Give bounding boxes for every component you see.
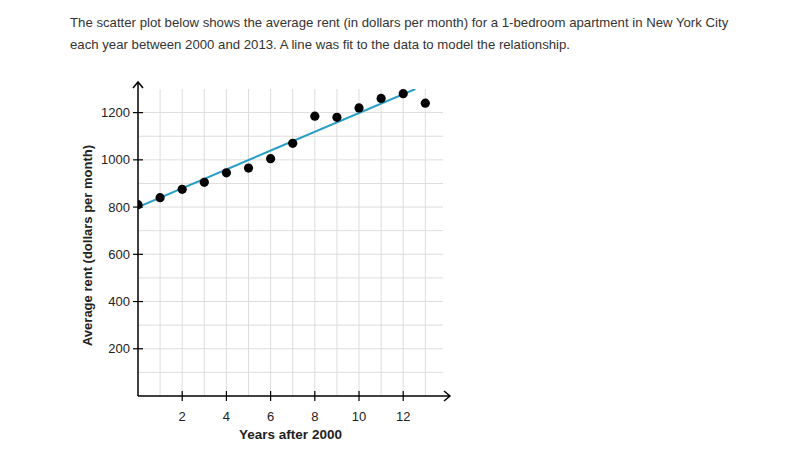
grid-line bbox=[138, 207, 443, 208]
y-tick-label: 200 bbox=[108, 341, 130, 356]
x-tick-label: 8 bbox=[311, 409, 318, 424]
data-point bbox=[377, 94, 386, 103]
grid-line bbox=[270, 89, 271, 396]
minor-grid bbox=[292, 89, 293, 396]
y-tick-label: 1200 bbox=[101, 105, 130, 120]
data-point bbox=[310, 112, 319, 121]
data-point bbox=[156, 193, 165, 202]
minor-grid bbox=[138, 183, 443, 184]
y-tick bbox=[133, 112, 143, 113]
y-axis-label: Average rent (dollars per month) bbox=[80, 145, 95, 346]
y-tick bbox=[133, 254, 143, 255]
x-tick bbox=[226, 391, 227, 401]
y-axis-arrow bbox=[133, 82, 143, 88]
grid-line bbox=[182, 89, 183, 396]
y-tick-label: 600 bbox=[108, 247, 130, 262]
plot-area bbox=[138, 89, 430, 209]
x-tick-label: 10 bbox=[352, 409, 366, 424]
data-point bbox=[399, 89, 408, 98]
minor-grid bbox=[138, 136, 443, 137]
grid-line bbox=[359, 89, 360, 396]
y-tick-label: 1000 bbox=[101, 152, 130, 167]
grid-line bbox=[314, 89, 315, 396]
x-axis-label: Years after 2000 bbox=[239, 427, 342, 442]
data-point bbox=[421, 99, 430, 108]
data-point bbox=[266, 154, 275, 163]
grid-line bbox=[138, 301, 443, 302]
minor-grid bbox=[138, 277, 443, 278]
y-tick bbox=[133, 301, 143, 302]
x-tick bbox=[270, 391, 271, 401]
y-tick bbox=[133, 159, 143, 160]
grid-line bbox=[403, 89, 404, 396]
data-point bbox=[138, 200, 143, 209]
minor-grid bbox=[160, 89, 161, 396]
y-tick-label: 800 bbox=[108, 200, 130, 215]
minor-grid bbox=[425, 89, 426, 396]
data-point bbox=[244, 164, 253, 173]
x-tick-label: 6 bbox=[267, 409, 274, 424]
y-tick bbox=[133, 348, 143, 349]
grid-line bbox=[138, 348, 443, 349]
x-tick bbox=[358, 391, 359, 401]
grid-line bbox=[138, 159, 443, 160]
x-tick bbox=[314, 391, 315, 401]
minor-grid bbox=[248, 89, 249, 396]
x-axis bbox=[138, 395, 449, 397]
x-tick bbox=[403, 391, 404, 401]
data-point bbox=[222, 168, 231, 177]
minor-grid bbox=[381, 89, 382, 396]
fit-line bbox=[138, 89, 415, 207]
x-axis-arrow bbox=[444, 391, 450, 401]
data-point bbox=[178, 185, 187, 194]
x-tick-label: 2 bbox=[179, 409, 186, 424]
grid-line bbox=[226, 89, 227, 396]
minor-grid bbox=[336, 89, 337, 396]
minor-grid bbox=[138, 230, 443, 231]
minor-grid bbox=[138, 325, 443, 326]
caption: The scatter plot below shows the average… bbox=[70, 12, 742, 56]
grid-line bbox=[138, 112, 443, 113]
grid-line bbox=[138, 254, 443, 255]
grid bbox=[138, 89, 443, 396]
data-point bbox=[288, 139, 297, 148]
x-tick bbox=[182, 391, 183, 401]
chart: 200 400 600 800 1000 1200 2 4 6 8 10 12 Years after … bbox=[0, 0, 800, 469]
data-point bbox=[354, 103, 363, 112]
minor-grid bbox=[138, 372, 443, 373]
minor-grid bbox=[204, 89, 205, 396]
data-point bbox=[332, 113, 341, 122]
y-tick-label: 400 bbox=[108, 294, 130, 309]
x-tick-label: 12 bbox=[396, 409, 410, 424]
data-point bbox=[200, 178, 209, 187]
x-tick-label: 4 bbox=[223, 409, 230, 424]
